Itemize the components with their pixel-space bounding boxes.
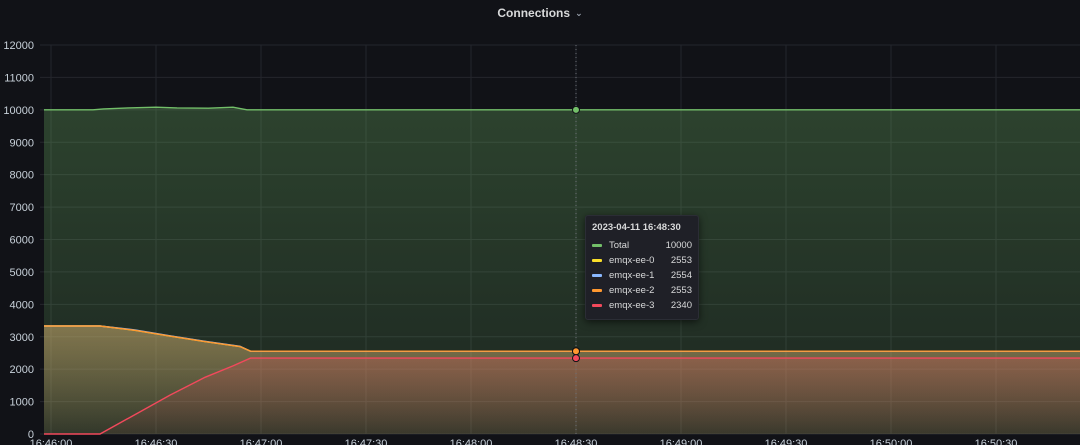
tooltip-swatch bbox=[592, 274, 602, 277]
y-tick-label: 12000 bbox=[3, 40, 34, 52]
tooltip-series-name: emqx-ee-0 bbox=[609, 255, 655, 266]
tooltip-row-emqx-ee-3: emqx-ee-3 2340 bbox=[592, 298, 692, 313]
panel-title: Connections bbox=[497, 6, 571, 20]
y-tick-label: 8000 bbox=[10, 170, 34, 182]
tooltip-series-value: 2340 bbox=[670, 300, 692, 311]
chevron-down-icon: ⌄ bbox=[575, 7, 583, 18]
y-tick-label: 9000 bbox=[10, 137, 34, 149]
y-tick-label: 2000 bbox=[10, 364, 34, 376]
series-area-emqx-ee-3 bbox=[44, 358, 1080, 434]
y-tick-label: 1000 bbox=[10, 397, 34, 409]
x-tick-label: 16:49:00 bbox=[660, 438, 703, 445]
hover-tooltip: 2023-04-11 16:48:30 Total 10000 emqx-ee-0 2… bbox=[585, 215, 699, 320]
x-tick-label: 16:50:00 bbox=[870, 438, 913, 445]
x-tick-label: 16:47:30 bbox=[345, 438, 388, 445]
x-tick-label: 16:46:00 bbox=[30, 438, 73, 445]
x-tick-label: 16:50:30 bbox=[975, 438, 1018, 445]
tooltip-rows: Total 10000 emqx-ee-0 2553 emqx-ee-1 2554 emqx… bbox=[592, 238, 692, 313]
series-line-emqx-ee-2 bbox=[44, 325, 1080, 352]
x-tick-label: 16:47:00 bbox=[240, 438, 283, 445]
tooltip-series-name: emqx-ee-2 bbox=[609, 285, 655, 296]
panel-title-menu[interactable]: Connections ⌄ bbox=[497, 6, 582, 20]
y-tick-label: 6000 bbox=[10, 235, 34, 247]
hover-point-emqx-ee-3 bbox=[572, 354, 580, 363]
y-tick-label: 3000 bbox=[10, 332, 34, 344]
x-tick-label: 16:46:30 bbox=[135, 438, 178, 445]
tooltip-swatch bbox=[592, 289, 602, 292]
series-line-emqx-ee-3 bbox=[44, 357, 1080, 435]
tooltip-swatch bbox=[592, 304, 602, 307]
x-tick-label: 16:48:00 bbox=[450, 438, 493, 445]
tooltip-time: 2023-04-11 16:48:30 bbox=[592, 222, 681, 233]
tooltip-series-name: emqx-ee-1 bbox=[609, 270, 655, 281]
tooltip-swatch bbox=[592, 259, 602, 262]
tooltip-series-name: Total bbox=[609, 240, 630, 251]
tooltip-series-value: 2554 bbox=[670, 270, 692, 281]
x-tick-label: 16:49:30 bbox=[765, 438, 808, 445]
y-tick-label: 11000 bbox=[4, 72, 34, 84]
x-tick-label: 16:48:30 bbox=[555, 438, 598, 445]
tooltip-row-emqx-ee-2: emqx-ee-2 2553 bbox=[592, 283, 692, 298]
series-line-Total bbox=[44, 106, 1080, 111]
y-tick-label: 10000 bbox=[3, 105, 34, 117]
hover-point-emqx-ee-2 bbox=[572, 347, 580, 356]
tooltip-series-value: 10000 bbox=[665, 240, 692, 251]
y-tick-label: 4000 bbox=[10, 299, 34, 311]
y-tick-label: 7000 bbox=[10, 202, 34, 214]
tooltip-row-emqx-ee-0: emqx-ee-0 2553 bbox=[592, 253, 692, 268]
panel-header: Connections ⌄ bbox=[0, 0, 1080, 26]
tooltip-swatch bbox=[592, 244, 602, 247]
hover-point-Total bbox=[572, 105, 580, 114]
tooltip-series-name: emqx-ee-3 bbox=[609, 300, 655, 311]
tooltip-row-emqx-ee-1: emqx-ee-1 2554 bbox=[592, 268, 692, 283]
y-tick-label: 5000 bbox=[10, 267, 34, 279]
tooltip-row-Total: Total 10000 bbox=[592, 238, 692, 253]
y-tick-label: 0 bbox=[28, 429, 34, 441]
tooltip-series-value: 2553 bbox=[670, 255, 692, 266]
tooltip-series-value: 2553 bbox=[670, 285, 692, 296]
